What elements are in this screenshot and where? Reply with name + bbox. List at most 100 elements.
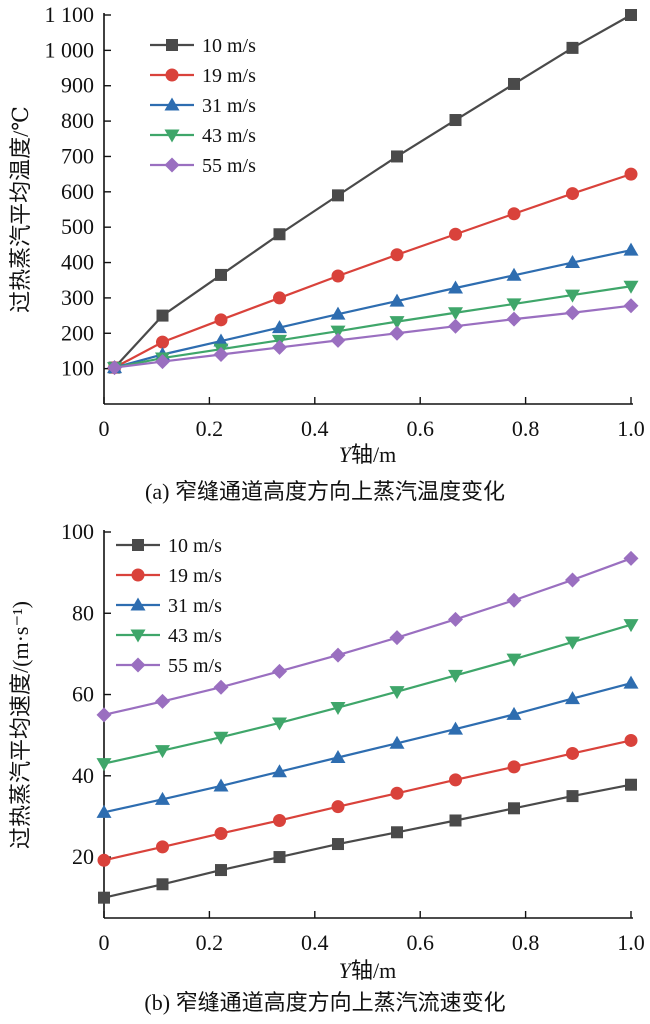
a-y-tick-label: 400 [61,250,94,275]
b-series-5-point [565,572,581,588]
a-legend-label-4: 43 m/s [202,125,256,147]
b-series-1-point [156,878,169,891]
b-series-4-point [154,745,170,759]
a-series-1-point [331,189,344,202]
a-series-1-point [566,41,579,54]
a-legend-marker-4 [164,129,180,143]
b-series-4-point [389,686,405,700]
a-series-5-point [107,360,123,376]
b-series-4-point [96,758,112,772]
a-y-tick-label: 800 [61,108,94,133]
a-series-2-line [114,173,632,369]
a-series-2-point [507,207,521,221]
b-series-4-point [271,717,287,731]
a-y-tick-label: 900 [61,73,94,98]
b-legend-marker-1 [132,539,144,551]
a-series-4-point [506,298,522,312]
chart-panel-a: 0 0.2 0.4 0.6 0.8 1.0 100 200 300 400 500 600 700 800… [8,2,645,504]
b-legend-label-1: 10 m/s [168,535,222,557]
b-series-4-point [565,636,581,650]
a-caption: (a) 窄缝通道高度方向上蒸汽温度变化 [145,479,505,504]
a-series-1-point [156,309,169,322]
b-series-3-point [506,706,522,720]
b-series-1-point [625,778,637,791]
b-series-2-point [449,773,463,787]
b-series-1-point [566,790,579,803]
b-series-5-line [103,557,632,716]
b-series-3-point [389,735,405,749]
b-series-3-point [330,750,346,764]
a-series-1-line [113,14,632,369]
a-legend-marker-3 [164,97,180,111]
a-series-4-point [389,316,405,330]
b-caption: (b) 窄缝通道高度方向上蒸汽流速变化 [144,990,505,1015]
b-x-tick-label: 1.0 [617,930,645,955]
a-legend-label-2: 19 m/s [202,65,256,87]
a-y-tick-label: 1 100 [45,2,95,27]
b-series-5-point [330,647,346,663]
b-series-3-point [154,791,170,805]
b-series-3-point [623,675,639,689]
b-series-1-point [508,802,521,815]
a-series-4-point [448,307,464,321]
a-y-tick-label: 500 [61,214,94,239]
b-series-4-line [103,623,632,765]
b-series-3-point [271,764,287,778]
a-series-1-point [214,268,227,281]
b-x-tick-label: 0.6 [406,930,434,955]
b-series-5-point [448,611,464,627]
b-series-4-point [448,669,464,683]
a-series-5-point [506,311,522,327]
a-y-tick-label: 1 000 [45,37,95,62]
b-series-3-point [448,721,464,735]
b-y-tick-label: 100 [61,519,94,544]
b-series-2-point [155,840,169,854]
a-series-2-point [272,291,286,305]
a-legend-marker-5 [164,157,180,173]
a-series-4-point [330,325,346,339]
a-legend-label-1: 10 m/s [202,35,256,57]
a-series-2-point [155,335,169,349]
a-series-3-point [623,242,639,256]
b-series-5-point [154,693,170,709]
b-series-2-point [214,826,228,840]
b-series-5-point [389,630,405,646]
a-series-3-line [114,249,632,369]
a-x-tick-label: 0.2 [196,416,224,441]
a-series-3-point [389,293,405,307]
b-legend-marker-3 [130,597,146,611]
a-legend-label-5: 55 m/s [202,155,256,177]
b-series-1-point [98,891,110,904]
a-series-5-point [330,332,346,348]
b-series-1-point [273,851,286,864]
b-series-2-point [624,733,638,747]
a-series-2-point [214,313,228,327]
a-series-3-point [565,255,581,269]
a-series-1-point [391,150,404,163]
b-series-4-point [213,731,229,745]
b-y-axis-title: 过热蒸汽平均速度/(m·s⁻¹) [8,601,33,849]
a-x-tick-label: 0 [99,416,110,441]
a-x-tick-label: 0.8 [512,416,540,441]
b-series-4-point [506,653,522,667]
b-series-3-line [103,682,632,814]
b-legend-label-5: 55 m/s [168,655,222,677]
b-series-2-point [272,813,286,827]
a-series-5-point [623,298,639,314]
b-series-5-point [213,679,229,695]
b-series-3-point [213,778,229,792]
a-x-tick-label: 0.6 [406,416,434,441]
b-series-2-point [507,760,521,774]
a-series-2-point [566,187,580,201]
a-series-5-point [448,318,464,334]
b-series-5-point [506,592,522,608]
b-series-1-point [449,814,462,827]
b-legend-label-3: 31 m/s [168,595,222,617]
a-series-4-line [114,285,632,369]
b-y-tick-label: 80 [72,600,94,625]
b-y-tick-label: 60 [72,682,94,707]
b-x-tick-label: 0.4 [301,930,329,955]
b-series-3-point [565,691,581,705]
a-series-3-point [448,280,464,294]
